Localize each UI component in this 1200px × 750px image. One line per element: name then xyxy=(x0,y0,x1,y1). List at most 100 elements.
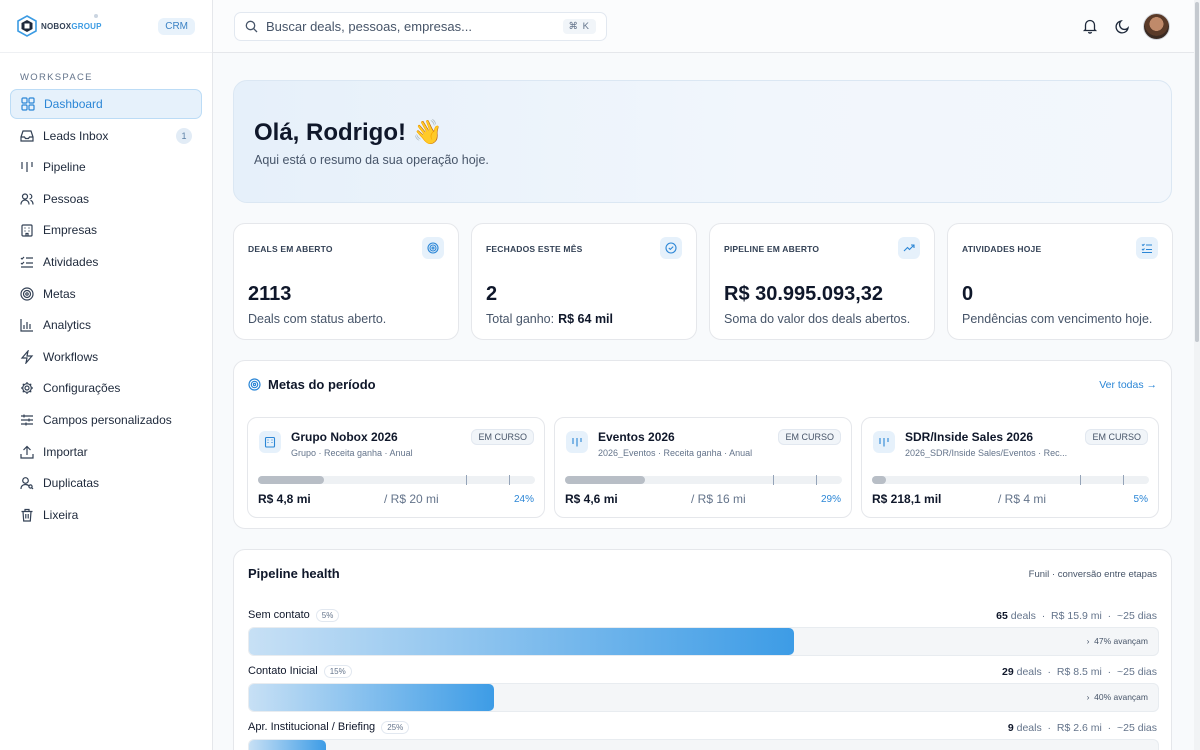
stage-deals-word: deals xyxy=(1010,610,1036,622)
sidebar-item-atividades[interactable]: Atividades xyxy=(10,247,202,277)
goal-progress-track xyxy=(872,475,1149,485)
pipeline-icon xyxy=(21,162,33,173)
trash-icon xyxy=(21,508,33,522)
stage-percent-badge: 15% xyxy=(323,665,352,678)
search-icon xyxy=(245,20,258,33)
sidebar-item-pipeline[interactable]: Pipeline xyxy=(10,152,202,182)
kpi-card-closed-month[interactable]: FECHADOS ESTE MÊS 2 Total ganho: R$ 64 mi… xyxy=(471,223,697,340)
kpi-label: FECHADOS ESTE MÊS xyxy=(486,244,583,254)
kpi-card-deals-open[interactable]: DEALS EM ABERTO 2113 Deals com status ab… xyxy=(233,223,459,340)
kpi-value: 2 xyxy=(486,283,498,305)
stage-days: ~25 dias xyxy=(1117,666,1157,678)
sidebar-item-label: Lixeira xyxy=(43,507,79,522)
bolt-icon xyxy=(20,349,34,364)
sidebar-item-label: Configurações xyxy=(43,381,121,396)
moon-icon[interactable] xyxy=(1115,18,1131,34)
sidebar-item-label: Campos personalizados xyxy=(43,412,172,427)
sidebar-item-analytics[interactable]: Analytics xyxy=(10,310,202,340)
goal-meta: 2026_SDR/Inside Sales/Eventos · Rec... xyxy=(905,448,1068,458)
user-search-icon xyxy=(20,477,34,490)
stage-percent-badge: 5% xyxy=(315,609,340,622)
sidebar-item-label: Dashboard xyxy=(44,97,103,111)
welcome-subtitle: Aqui está o resumo da sua operação hoje. xyxy=(254,153,489,167)
kpi-subtext-amount: R$ 64 mil xyxy=(558,312,613,326)
stage-deal-count: 9 xyxy=(1007,722,1014,734)
goal-card[interactable]: SDR/Inside Sales 2026 2026_SDR/Inside Sa… xyxy=(861,417,1159,518)
kpi-card-activities-today[interactable]: ATIVIDADES HOJE 0 Pendências com vencime… xyxy=(947,223,1173,340)
stage-stats: 9 deals · R$ 2.6 mi · ~25 dias xyxy=(1007,722,1157,734)
stage-bar-track[interactable] xyxy=(248,739,1159,750)
search-placeholder: Buscar deals, pessoas, empresas... xyxy=(266,19,472,34)
sidebar-item-label: Pessoas xyxy=(43,191,90,206)
kpi-value: R$ 30.995.093,32 xyxy=(724,283,884,305)
building-icon xyxy=(21,224,33,237)
sidebar-item-dashboard[interactable]: Dashboard xyxy=(10,89,202,119)
avatar[interactable] xyxy=(1143,13,1170,40)
sliders-icon xyxy=(21,414,33,426)
goal-progress-track xyxy=(565,475,842,485)
trend-up-icon xyxy=(903,244,915,252)
sidebar-item-empresas[interactable]: Empresas xyxy=(10,215,202,245)
check-circle-icon xyxy=(665,242,677,254)
stage-value: R$ 8.5 mi xyxy=(1056,666,1102,678)
goal-target-value: / R$ 20 mi xyxy=(384,492,439,506)
inbox-icon xyxy=(20,129,34,142)
goal-percent: 24% xyxy=(513,494,534,505)
brand-logo-icon[interactable] xyxy=(17,15,37,37)
welcome-banner: Olá, Rodrigo! 👋 Aqui está o resumo da su… xyxy=(233,80,1172,203)
sidebar-item-importar[interactable]: Importar xyxy=(10,437,202,467)
stage-name: Sem contato 5% xyxy=(248,609,340,622)
sidebar-item-lixeira[interactable]: Lixeira xyxy=(10,500,202,530)
sidebar-item-workflows[interactable]: Workflows xyxy=(10,342,202,372)
users-icon xyxy=(20,193,34,205)
goal-current-value: R$ 4,8 mi xyxy=(258,492,311,506)
kpi-icon-box xyxy=(660,237,682,259)
stage-advance-rate: › 47% avançam xyxy=(1086,636,1148,646)
kpi-card-pipeline-open[interactable]: PIPELINE EM ABERTO R$ 30.995.093,32 Soma… xyxy=(709,223,935,340)
stage-deals-word: deals xyxy=(1016,722,1042,734)
goal-progress-fill xyxy=(258,476,325,484)
goal-meta: 2026_Eventos · Receita ganha · Anual xyxy=(598,448,753,458)
kpi-subtext: Total ganho: R$ 64 mil xyxy=(486,312,613,326)
stage-bar xyxy=(249,628,795,655)
sidebar-item-label: Empresas xyxy=(43,223,98,238)
scrollbar-thumb[interactable] xyxy=(1195,2,1199,342)
scrollbar[interactable] xyxy=(1194,0,1200,750)
goals-card: Metas do período Ver todas → Grupo Nobox… xyxy=(233,360,1172,529)
goal-card[interactable]: Grupo Nobox 2026 Grupo · Receita ganha ·… xyxy=(247,417,545,518)
sidebar-item-leads-inbox[interactable]: Leads Inbox 1 xyxy=(10,121,202,151)
stage-days: ~25 dias xyxy=(1117,610,1157,622)
sidebar-item-metas[interactable]: Metas xyxy=(10,279,202,309)
goal-name: Grupo Nobox 2026 xyxy=(291,430,398,444)
sidebar-item-configuracoes[interactable]: Configurações xyxy=(10,373,202,403)
goal-status-badge: EM CURSO xyxy=(778,429,841,445)
search-shortcut: ⌘ K xyxy=(562,19,596,34)
goal-progress-fill xyxy=(872,476,886,484)
stage-bar-track[interactable]: › 40% avançam xyxy=(248,683,1159,712)
stage-name-text: Apr. Institucional / Briefing xyxy=(248,721,376,733)
goal-card[interactable]: Eventos 2026 2026_Eventos · Receita ganh… xyxy=(554,417,852,518)
kpi-subtext: Pendências com vencimento hoje. xyxy=(962,312,1153,326)
sidebar-item-campos-personalizados[interactable]: Campos personalizados xyxy=(10,405,202,435)
grid-icon xyxy=(21,97,35,111)
view-all-goals-link[interactable]: Ver todas → xyxy=(1099,379,1157,391)
kpi-subtext: Deals com status aberto. xyxy=(248,312,387,326)
stage-deals-word: deals xyxy=(1016,666,1042,678)
stage-bar-track[interactable]: › 47% avançam xyxy=(248,627,1159,656)
target-icon xyxy=(248,378,261,391)
upload-icon xyxy=(20,445,34,459)
stage-bar xyxy=(249,684,495,711)
stage-name: Apr. Institucional / Briefing 25% xyxy=(248,721,410,734)
stage-value: R$ 2.6 mi xyxy=(1056,722,1102,734)
sidebar-item-pessoas[interactable]: Pessoas xyxy=(10,184,202,214)
sidebar-item-duplicatas[interactable]: Duplicatas xyxy=(10,468,202,498)
crm-badge: CRM xyxy=(158,18,195,35)
bell-icon[interactable] xyxy=(1082,18,1098,34)
goal-status-badge: EM CURSO xyxy=(471,429,534,445)
leads-count-badge: 1 xyxy=(176,127,192,144)
stage-bar xyxy=(249,740,327,750)
stage-advance-rate: › 40% avançam xyxy=(1086,692,1148,702)
search-input[interactable]: Buscar deals, pessoas, empresas... ⌘ K xyxy=(234,12,607,41)
goal-icon-box xyxy=(566,431,588,453)
kpi-subtext: Soma do valor dos deals abertos. xyxy=(724,312,911,326)
